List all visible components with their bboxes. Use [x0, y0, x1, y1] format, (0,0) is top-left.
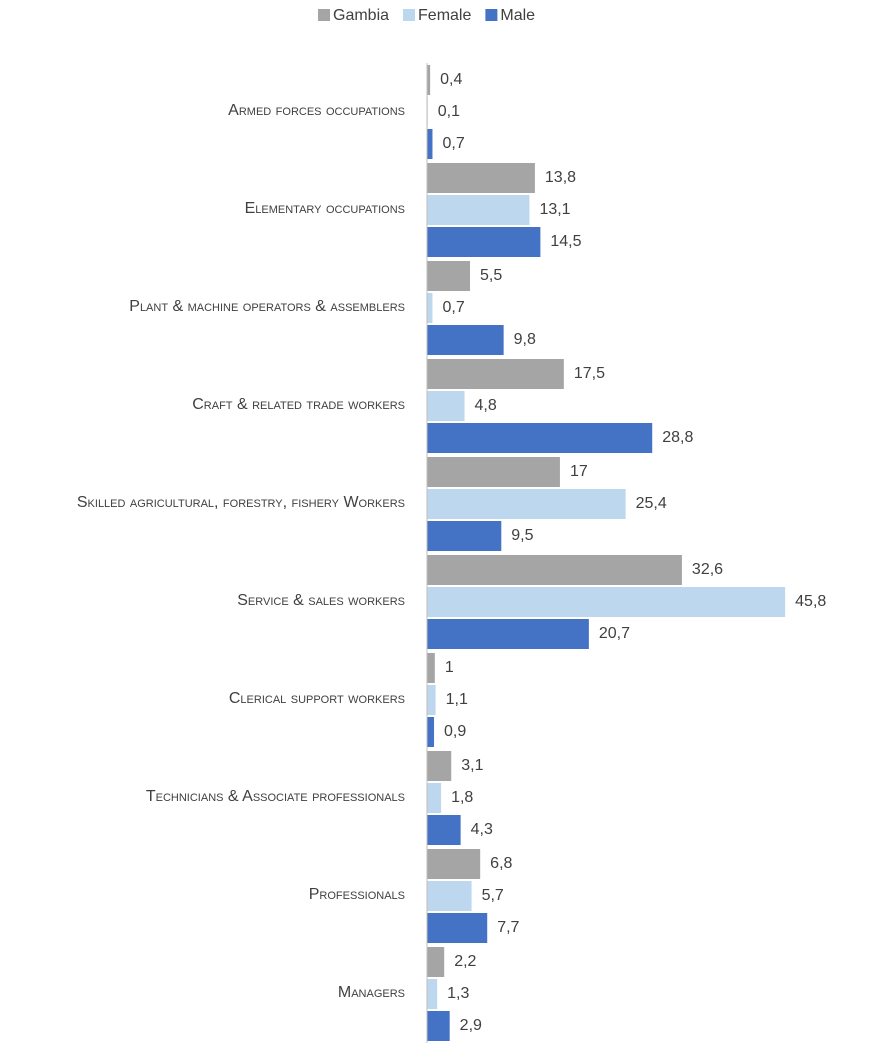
value-label: 0,4 — [440, 71, 462, 88]
value-label: 9,8 — [514, 331, 536, 348]
value-label: 6,8 — [490, 855, 512, 872]
bar — [427, 129, 433, 159]
bar — [427, 163, 535, 193]
bar — [427, 423, 653, 453]
bar — [427, 849, 481, 879]
bar — [427, 227, 541, 257]
bar — [427, 783, 442, 813]
category-label: Technicians & Associate professionals — [145, 788, 405, 805]
value-label: 25,4 — [636, 495, 667, 512]
category-label: Armed forces occupations — [228, 102, 405, 119]
bar — [427, 521, 502, 551]
value-label: 5,5 — [480, 267, 502, 284]
legend-swatch — [485, 9, 498, 21]
bar — [427, 391, 465, 421]
value-label: 0,1 — [438, 103, 460, 120]
bar — [427, 653, 435, 683]
bar — [427, 261, 471, 291]
category-label: Managers — [337, 984, 405, 1001]
bar — [427, 717, 435, 747]
bar — [427, 555, 682, 585]
value-label: 2,2 — [454, 953, 476, 970]
value-label: 4,3 — [471, 821, 493, 838]
value-label: 1,8 — [451, 789, 473, 806]
legend-label: Gambia — [333, 7, 389, 24]
value-label: 9,5 — [511, 527, 533, 544]
category-label: Professionals — [308, 886, 405, 903]
legend-swatch — [318, 9, 330, 21]
category-label: Skilled agricultural, forestry, fishery … — [76, 494, 405, 511]
bar — [427, 815, 461, 845]
bar — [427, 457, 560, 487]
bar — [427, 913, 488, 943]
bar — [427, 685, 436, 715]
value-label: 0,9 — [444, 723, 466, 740]
value-label: 14,5 — [550, 233, 581, 250]
value-label: 1,3 — [447, 985, 469, 1002]
value-label: 17 — [570, 463, 588, 480]
bar — [427, 1011, 450, 1041]
value-label: 13,1 — [539, 201, 570, 218]
bar — [427, 489, 626, 519]
value-label: 0,7 — [442, 299, 464, 316]
bar — [427, 881, 472, 911]
bar — [427, 979, 438, 1009]
bar — [427, 195, 530, 225]
value-label: 32,6 — [692, 561, 723, 578]
category-label: Elementary occupations — [244, 200, 405, 217]
value-label: 4,8 — [475, 397, 497, 414]
value-label: 1,1 — [446, 691, 468, 708]
value-label: 2,9 — [460, 1017, 482, 1034]
category-label: Service & sales workers — [237, 592, 405, 609]
bar — [427, 619, 589, 649]
legend-label: Male — [500, 7, 535, 24]
bar — [427, 751, 452, 781]
value-label: 5,7 — [482, 887, 504, 904]
value-label: 7,7 — [497, 919, 519, 936]
legend-label: Female — [418, 7, 471, 24]
bar — [427, 587, 786, 617]
value-label: 28,8 — [662, 429, 693, 446]
value-label: 1 — [445, 659, 454, 676]
bar — [427, 947, 445, 977]
bar — [427, 65, 431, 95]
bar — [427, 325, 504, 355]
value-label: 0,7 — [442, 135, 464, 152]
bar — [427, 293, 433, 323]
value-label: 45,8 — [795, 593, 826, 610]
value-label: 3,1 — [461, 757, 483, 774]
bar — [427, 359, 564, 389]
category-label: Craft & related trade workers — [192, 396, 405, 413]
value-label: 17,5 — [574, 365, 605, 382]
legend-swatch — [403, 9, 416, 21]
value-label: 20,7 — [599, 625, 630, 642]
category-label: Clerical support workers — [228, 690, 405, 707]
category-label: Plant & machine operators & assemblers — [129, 298, 405, 315]
value-label: 13,8 — [545, 169, 576, 186]
